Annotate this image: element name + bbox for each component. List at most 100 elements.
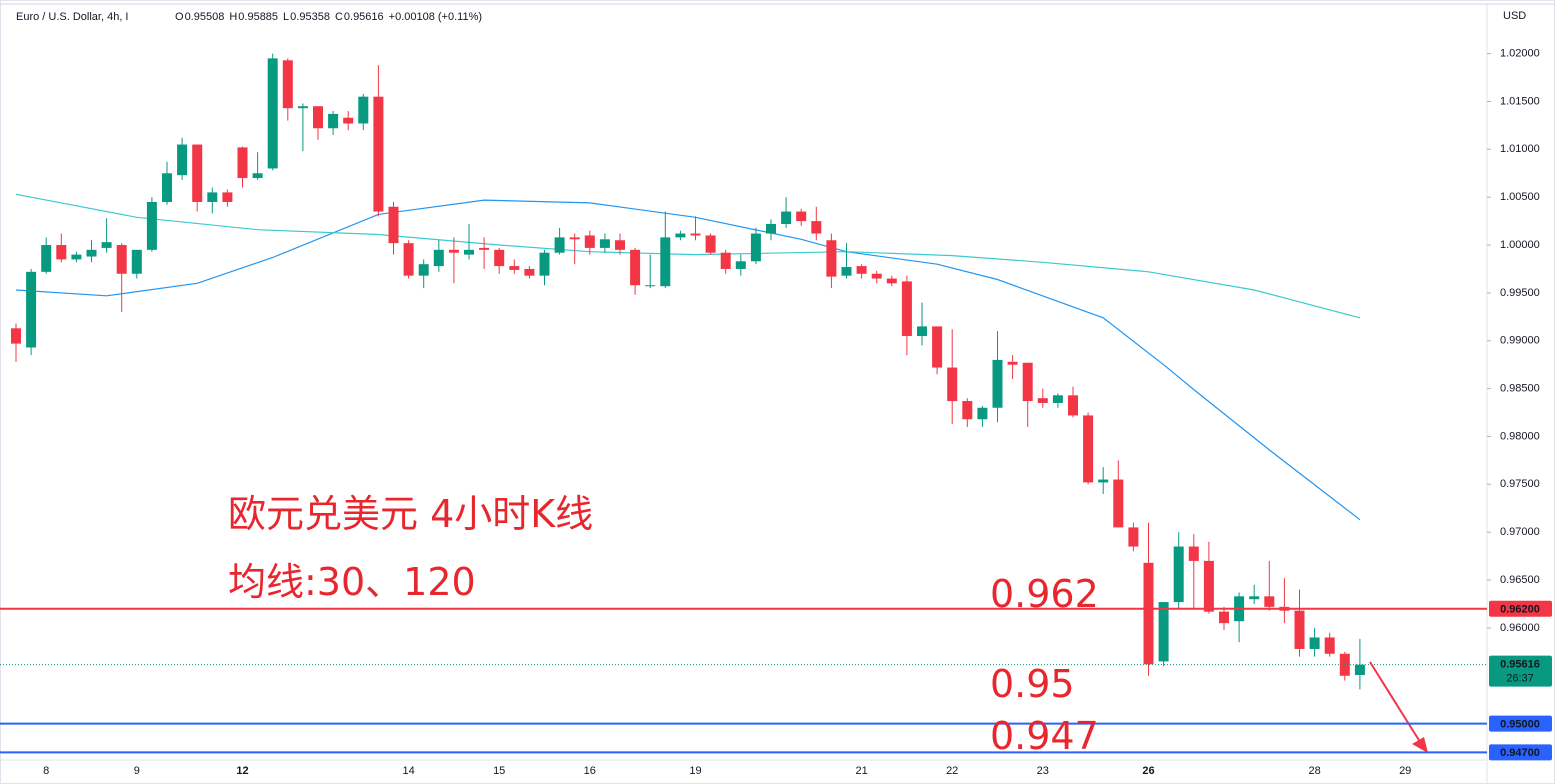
- arrow: [1369, 661, 1423, 746]
- candle-body: [1098, 479, 1109, 483]
- moving-average: [15, 199, 1361, 521]
- x-tick-label: 15: [493, 765, 505, 777]
- candle-body: [26, 271, 37, 348]
- candle-body: [554, 237, 565, 253]
- arrow-head: [1412, 737, 1428, 753]
- candle-body: [1143, 562, 1154, 665]
- candle-body: [146, 201, 157, 250]
- annotation: 0.95: [990, 662, 1075, 706]
- candle-body: [297, 106, 308, 109]
- candle-body: [962, 401, 973, 420]
- candle-body: [539, 252, 550, 276]
- candle-body: [796, 211, 807, 222]
- x-tick-label: 16: [584, 765, 596, 777]
- candle-body: [313, 106, 323, 129]
- candle-body: [720, 252, 731, 269]
- symbol: Euro / U.S. Dollar, 4h, I: [16, 11, 129, 23]
- y-tick-label: 0.96500: [1500, 574, 1540, 586]
- candle-body: [1007, 361, 1018, 365]
- candle-body: [373, 96, 384, 212]
- ohlc-label: C: [335, 11, 343, 23]
- candle-body: [71, 254, 82, 260]
- candle-body: [1219, 611, 1229, 624]
- x-tick-label: 23: [1037, 765, 1049, 777]
- candle-body: [388, 206, 399, 244]
- candle-body: [1294, 610, 1305, 649]
- candle-body: [901, 281, 912, 336]
- candle-body: [660, 237, 671, 287]
- candle-body: [237, 147, 248, 179]
- annotation: 欧元兑美元 4小时K线: [228, 492, 593, 536]
- candle-body: [675, 233, 686, 238]
- candle-body: [599, 239, 610, 248]
- candle-body: [1309, 637, 1320, 649]
- y-tick-label: 0.98500: [1500, 383, 1540, 395]
- candle-body: [781, 211, 792, 224]
- candle-body: [267, 58, 278, 169]
- candle-body: [11, 328, 21, 344]
- annotation: 均线:30、120: [228, 560, 476, 604]
- price-label: 0.95000: [1500, 719, 1540, 731]
- y-tick-label: 0.96000: [1500, 622, 1540, 634]
- candle-body: [116, 245, 127, 274]
- x-tick-label: 29: [1399, 765, 1411, 777]
- candle-body: [358, 96, 369, 124]
- candle-body: [494, 249, 505, 267]
- ohlc-value: 0.95616: [344, 11, 384, 23]
- candle-body: [1128, 527, 1139, 547]
- candle-body: [1037, 398, 1048, 403]
- candle-body: [1354, 664, 1365, 676]
- candle-body: [433, 249, 444, 267]
- candle-body: [1249, 596, 1260, 600]
- annotation: 0.947: [990, 714, 1099, 758]
- candle-body: [871, 273, 882, 279]
- candle-body: [615, 240, 625, 250]
- candle-body: [177, 144, 188, 176]
- x-tick-label: 8: [43, 765, 49, 777]
- countdown: 26:37: [1506, 673, 1534, 685]
- candle-body: [222, 192, 233, 202]
- price-label: 0.96200: [1500, 604, 1540, 616]
- y-tick-label: 1.00500: [1500, 191, 1540, 203]
- candle-body: [86, 249, 97, 257]
- candle-body: [524, 268, 535, 276]
- candle-body: [1188, 546, 1199, 561]
- candle-body: [418, 264, 429, 276]
- candle-body: [1022, 362, 1033, 402]
- candle-body: [735, 261, 746, 269]
- candle-body: [207, 192, 218, 202]
- candle-body: [1113, 479, 1124, 528]
- candle-body: [811, 221, 822, 234]
- candle-body: [252, 173, 263, 179]
- change: +0.00108 (+0.11%): [389, 11, 482, 23]
- candle-body: [1158, 602, 1169, 662]
- candle-body: [645, 285, 656, 287]
- candle-body: [1264, 596, 1275, 607]
- candle-body: [584, 235, 595, 248]
- candle-body: [826, 240, 837, 277]
- x-tick-label: 26: [1142, 765, 1154, 777]
- price-label-box: [1489, 600, 1552, 617]
- candle-body: [448, 249, 459, 253]
- candle-body: [1173, 546, 1184, 603]
- candle-body: [705, 235, 716, 253]
- candle-body: [464, 249, 474, 255]
- x-tick-label: 9: [134, 765, 140, 777]
- price-label-box: [1489, 715, 1552, 732]
- ohlc-label: L: [283, 11, 289, 23]
- ohlc-label: H: [229, 11, 237, 23]
- candle-body: [282, 60, 293, 109]
- price-label-box: [1489, 744, 1552, 761]
- candle-body: [131, 249, 142, 274]
- ohlc-value: 0.95885: [238, 11, 278, 23]
- y-tick-label: 1.01500: [1500, 95, 1540, 107]
- x-tick-label: 22: [946, 765, 958, 777]
- candle-body: [766, 223, 776, 234]
- currency: USD: [1503, 10, 1526, 22]
- candle-body: [856, 266, 867, 274]
- y-tick-label: 0.97500: [1500, 478, 1540, 490]
- candle-body: [917, 326, 927, 336]
- candle-body: [479, 247, 490, 250]
